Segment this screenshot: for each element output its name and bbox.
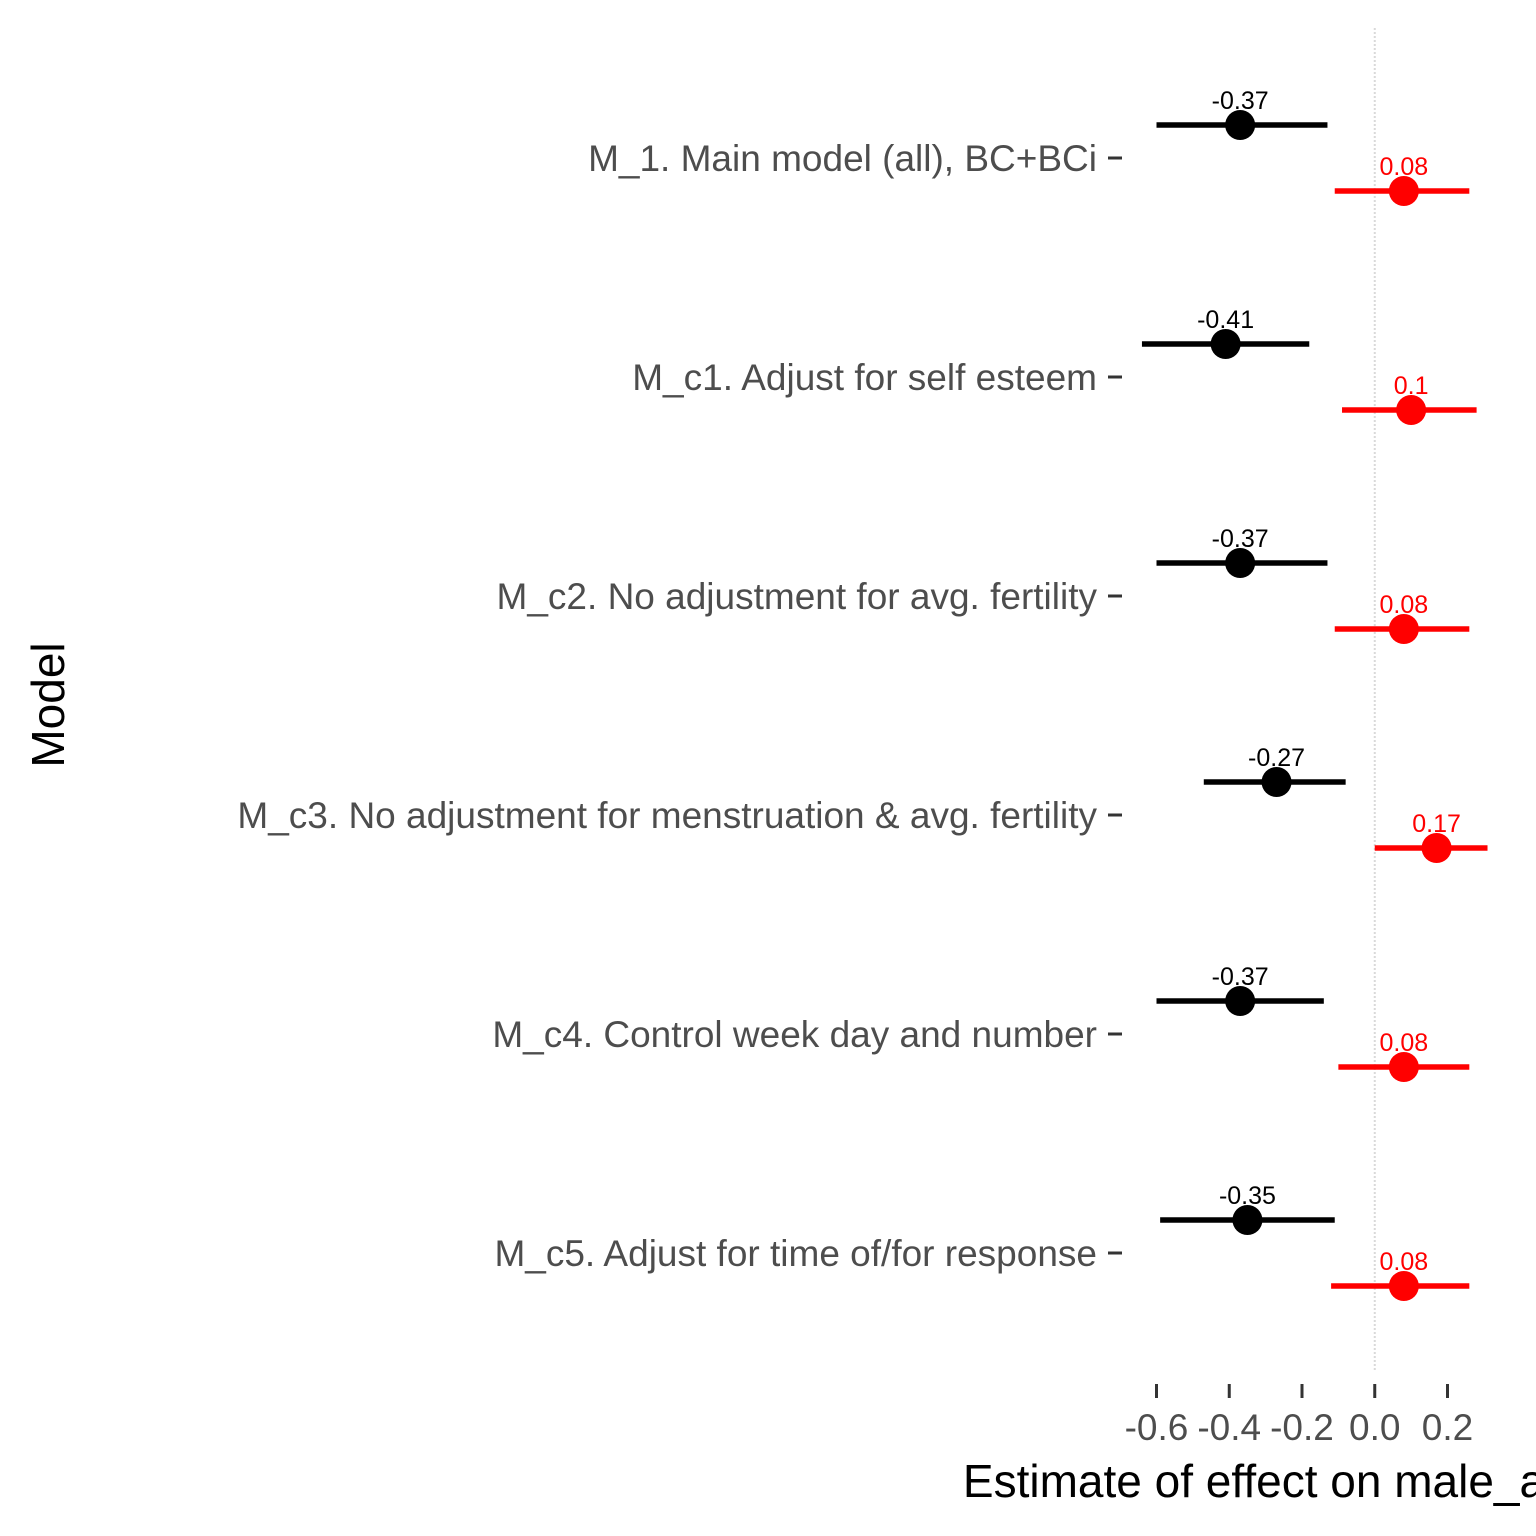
data-label: 0.08 <box>1380 1248 1429 1276</box>
y-tick-label: M_1. Main model (all), BC+BCi <box>588 138 1097 179</box>
point-estimate <box>1421 833 1452 863</box>
point-estimate <box>1388 614 1419 644</box>
point-estimate <box>1388 176 1419 206</box>
point-estimate <box>1225 986 1256 1016</box>
x-tick-label: -0.2 <box>1270 1407 1334 1448</box>
data-label: -0.37 <box>1212 87 1269 115</box>
y-axis-title: Model <box>22 642 74 767</box>
data-label: 0.08 <box>1380 591 1429 619</box>
point-estimate <box>1396 395 1427 425</box>
y-tick-label: M_c1. Adjust for self esteem <box>632 357 1097 398</box>
plot-marks: -0.37 -0.41 -0.37 -0.27 -0.37 -0.35 0.08 0.1 0.0… <box>1141 87 1488 1301</box>
point-estimate <box>1261 767 1292 797</box>
y-tick-label: M_c4. Control week day and number <box>492 1014 1097 1055</box>
point-estimate <box>1225 548 1256 578</box>
y-axis: M_1. Main model (all), BC+BCi M_c1. Adjus… <box>237 138 1122 1274</box>
y-tick-label: M_c2. No adjustment for avg. fertility <box>497 576 1098 617</box>
x-axis: -0.6 -0.4 -0.2 0.0 0.2 <box>1125 1384 1473 1448</box>
x-axis-title: Estimate of effect on male_a <box>963 1455 1536 1507</box>
point-estimate <box>1210 329 1241 359</box>
data-label: -0.35 <box>1219 1182 1276 1210</box>
x-tick-label: 0.0 <box>1349 1407 1400 1448</box>
data-label: 0.08 <box>1380 1029 1429 1057</box>
point-estimate <box>1225 110 1256 140</box>
data-label: -0.37 <box>1212 963 1269 991</box>
x-tick-label: -0.6 <box>1125 1407 1189 1448</box>
point-estimate <box>1388 1271 1419 1301</box>
x-tick-label: -0.4 <box>1197 1407 1261 1448</box>
data-label: -0.41 <box>1197 306 1254 334</box>
y-tick-label: M_c3. No adjustment for menstruation & a… <box>237 795 1097 836</box>
data-label: 0.1 <box>1394 372 1429 400</box>
data-label: 0.17 <box>1412 810 1461 838</box>
data-label: -0.27 <box>1248 744 1305 772</box>
point-estimate <box>1388 1052 1419 1082</box>
point-estimate <box>1232 1205 1263 1235</box>
x-tick-label: 0.2 <box>1422 1407 1473 1448</box>
data-label: -0.37 <box>1212 525 1269 553</box>
data-label: 0.08 <box>1380 153 1429 181</box>
y-tick-label: M_c5. Adjust for time of/for response <box>494 1233 1097 1274</box>
